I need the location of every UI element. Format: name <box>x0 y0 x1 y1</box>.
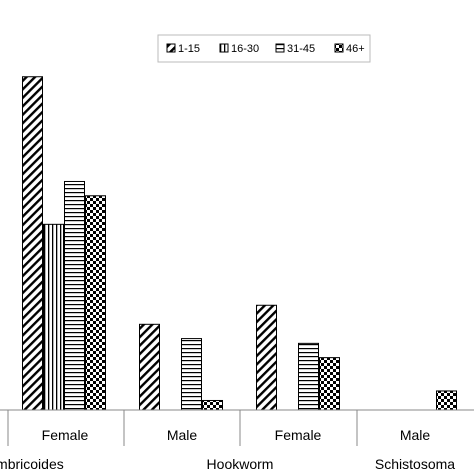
legend-item-31-45: 31-45 <box>275 43 315 55</box>
x-tick-label: Male <box>167 427 198 443</box>
legend-label: 31-45 <box>287 43 315 55</box>
bar-46+-group-0 <box>85 195 106 411</box>
legend-label: 1-15 <box>178 43 200 55</box>
bar-31-45-group-1 <box>181 338 202 411</box>
bar-1-15-group-0 <box>22 76 43 411</box>
legend-item-16-30: 16-30 <box>219 43 259 55</box>
bar-46+-group-1 <box>202 399 223 411</box>
x-group-label: Hookworm <box>207 456 274 472</box>
legend-label: 16-30 <box>231 43 259 55</box>
legend-swatch <box>275 43 285 53</box>
legend-label: 46+ <box>346 43 365 55</box>
bar-31-45-group-2 <box>298 342 319 411</box>
x-axis-labels: Female Male Female Male umbricoides Hookworm S… <box>0 427 455 472</box>
x-tick-label: Female <box>275 427 322 443</box>
bars <box>22 76 457 411</box>
legend-item-46+: 46+ <box>334 43 365 55</box>
bar-16-30-group-0 <box>43 223 64 411</box>
bar-46+-group-3 <box>436 390 457 411</box>
x-tick-label: Female <box>42 427 89 443</box>
bar-1-15-group-2 <box>256 304 277 411</box>
bar-1-15-group-1 <box>139 323 160 411</box>
bar-31-45-group-0 <box>64 180 85 411</box>
x-group-label: Schistosoma <box>375 456 455 472</box>
bar-46+-group-2 <box>319 357 340 411</box>
x-group-label: umbricoides <box>0 456 64 472</box>
x-axis <box>0 409 474 446</box>
x-tick-label: Male <box>400 427 431 443</box>
legend-item-1-15: 1-15 <box>166 43 200 55</box>
legend: 1-15 16-30 31-45 46+ <box>157 34 371 63</box>
legend-swatch <box>219 43 229 53</box>
legend-swatch <box>166 43 176 53</box>
legend-swatch <box>334 43 344 53</box>
